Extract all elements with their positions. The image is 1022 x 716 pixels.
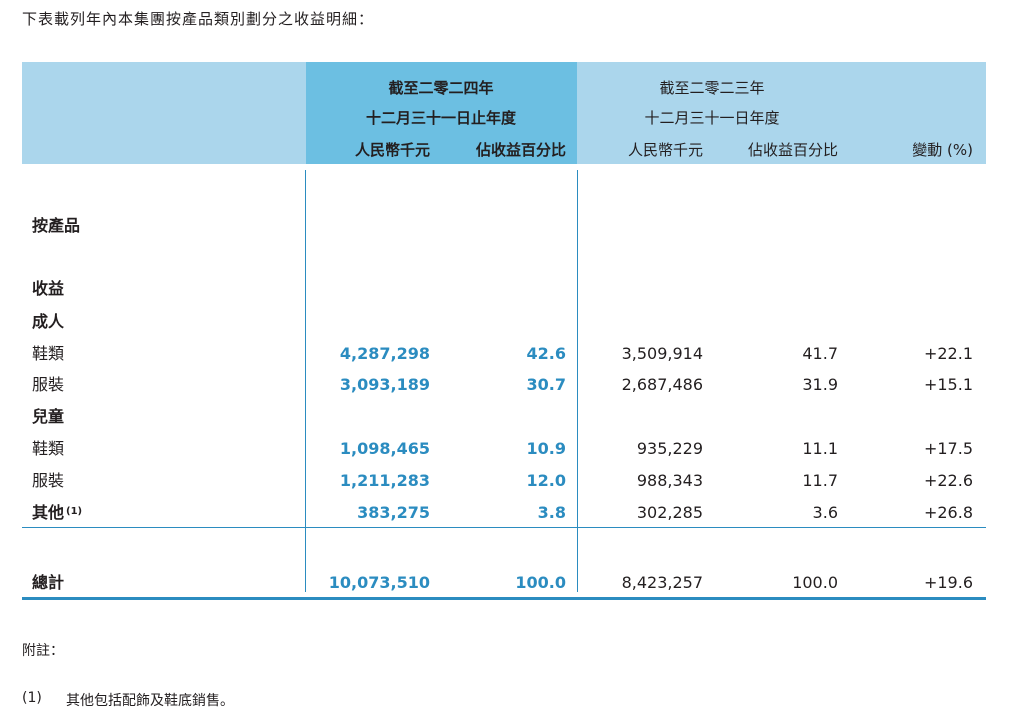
total-label: 總計 — [32, 573, 65, 592]
section-row: 兒童 — [0, 403, 1022, 431]
subtotal-divider — [22, 527, 986, 528]
rmb-2023: 3,509,914 — [621, 344, 703, 363]
total-row: 總計 10,073,510 100.0 8,423,257 100.0 +19.… — [0, 569, 1022, 597]
section-row: 收益 — [0, 275, 1022, 303]
rmb-2024: 4,287,298 — [339, 344, 430, 363]
footnote-ref: (1) — [66, 506, 83, 517]
table-row: 鞋類 1,098,465 10.9 935,229 11.1 +17.5 — [0, 435, 1022, 463]
pct-2024: 30.7 — [526, 375, 566, 394]
table-row: 鞋類 4,287,298 42.6 3,509,914 41.7 +22.1 — [0, 340, 1022, 368]
note-1-text: 其他包括配飾及鞋底銷售。 — [66, 693, 234, 709]
rmb-2023: 2,687,486 — [621, 375, 703, 394]
total-rmb-2023: 8,423,257 — [621, 573, 703, 592]
header-2024-line1: 截至二零二四年 — [388, 79, 494, 97]
rmb-2024: 383,275 — [357, 503, 430, 522]
total-pct-2024: 100.0 — [515, 573, 566, 592]
rmb-2023: 302,285 — [636, 503, 703, 522]
pct-2023: 11.1 — [802, 439, 838, 458]
rmb-2024: 3,093,189 — [339, 375, 430, 394]
pct-2023: 41.7 — [802, 344, 838, 363]
column-divider-right — [577, 170, 578, 592]
section-row: 成人 — [0, 308, 1022, 336]
header-col-rmb-2024: 人民幣千元 — [354, 141, 430, 159]
header-col-pct-2023: 佔收益百分比 — [747, 141, 838, 159]
table-row: 服裝 1,211,283 12.0 988,343 11.7 +22.6 — [0, 467, 1022, 495]
header-col-change: 變動 (%) — [912, 141, 973, 159]
pct-2024: 10.9 — [526, 439, 566, 458]
rmb-2024: 1,211,283 — [339, 471, 430, 490]
section-children: 兒童 — [32, 407, 65, 426]
intro-text: 下表載列年內本集團按產品類別劃分之收益明細： — [22, 10, 375, 28]
pct-2024: 3.8 — [537, 503, 566, 522]
section-row: 按產品 — [0, 212, 1022, 240]
change: +22.1 — [923, 344, 973, 363]
note-1-number: (1) — [22, 690, 42, 706]
row-label: 服裝 — [32, 471, 65, 490]
column-divider-left — [305, 170, 306, 592]
rmb-2023: 988,343 — [636, 471, 703, 490]
header-2023-line1: 截至二零二三年 — [659, 79, 765, 97]
table-row: 服裝 3,093,189 30.7 2,687,486 31.9 +15.1 — [0, 371, 1022, 399]
change: +22.6 — [923, 471, 973, 490]
row-label-others: 其他 (1) — [32, 499, 82, 527]
table-bottom-rule — [22, 597, 986, 600]
pct-2023: 31.9 — [802, 375, 838, 394]
notes-title: 附註： — [22, 643, 64, 659]
change: +26.8 — [923, 503, 973, 522]
total-rmb-2024: 10,073,510 — [328, 573, 430, 592]
total-pct-2023: 100.0 — [792, 573, 838, 592]
row-label-text: 其他 — [32, 503, 65, 522]
change: +17.5 — [923, 439, 973, 458]
header-col-pct-2024: 佔收益百分比 — [475, 141, 566, 159]
rmb-2023: 935,229 — [636, 439, 703, 458]
pct-2023: 11.7 — [802, 471, 838, 490]
section-by-product: 按產品 — [32, 216, 81, 235]
section-revenue: 收益 — [32, 279, 65, 298]
pct-2024: 12.0 — [526, 471, 566, 490]
change: +15.1 — [923, 375, 973, 394]
rmb-2024: 1,098,465 — [339, 439, 430, 458]
pct-2024: 42.6 — [526, 344, 566, 363]
table-row: 其他 (1) 383,275 3.8 302,285 3.6 +26.8 — [0, 499, 1022, 527]
row-label: 鞋類 — [32, 344, 65, 363]
section-adult: 成人 — [32, 312, 65, 331]
table-header-2024-highlight — [306, 62, 577, 164]
header-2024-line2: 十二月三十一日止年度 — [365, 109, 517, 127]
row-label: 服裝 — [32, 375, 65, 394]
pct-2023: 3.6 — [812, 503, 838, 522]
header-col-rmb-2023: 人民幣千元 — [627, 141, 703, 159]
header-2023-line2: 十二月三十一日年度 — [644, 109, 780, 127]
total-change: +19.6 — [923, 573, 973, 592]
row-label: 鞋類 — [32, 439, 65, 458]
